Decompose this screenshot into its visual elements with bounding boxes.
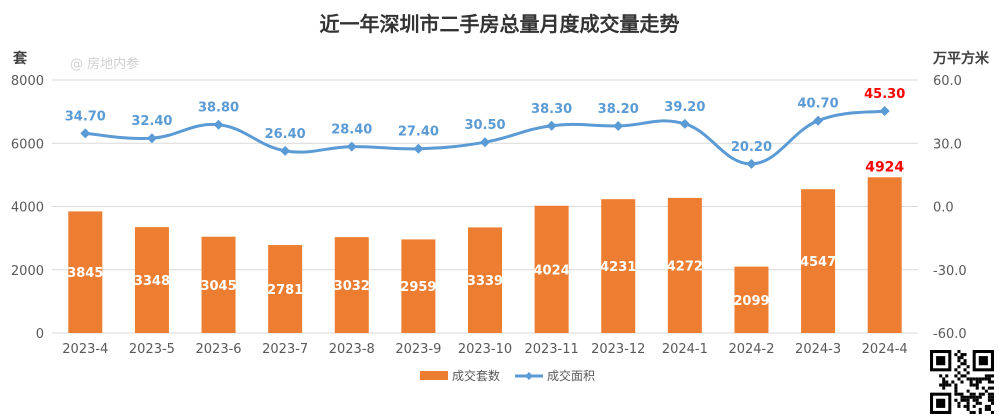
bar-label: 4024 bbox=[534, 263, 570, 278]
bar bbox=[801, 189, 836, 333]
x-axis-tick: 2023-4 bbox=[62, 342, 108, 357]
line-label: 40.70 bbox=[798, 97, 839, 112]
bar-label: 4231 bbox=[600, 260, 636, 275]
bar bbox=[201, 236, 236, 333]
bar-label: 3348 bbox=[134, 274, 170, 289]
left-axis-tick: 4000 bbox=[11, 201, 44, 216]
right-axis-tick: 0.0 bbox=[933, 201, 954, 216]
right-axis-tick: 30.0 bbox=[933, 137, 962, 152]
bar-label: 4924 bbox=[865, 159, 904, 175]
line-point bbox=[613, 120, 624, 131]
bar bbox=[334, 237, 369, 333]
x-axis-tick: 2024-3 bbox=[795, 342, 841, 357]
bar-label: 2099 bbox=[733, 294, 769, 309]
x-axis-tick: 2024-1 bbox=[662, 342, 708, 357]
legend-line-marker bbox=[525, 372, 533, 380]
right-axis-label: 万平方米 bbox=[932, 50, 990, 67]
left-axis-tick: 0 bbox=[36, 327, 44, 342]
x-axis-tick: 2024-4 bbox=[862, 342, 908, 357]
x-axis-tick: 2023-9 bbox=[395, 342, 441, 357]
bar-label: 2781 bbox=[267, 283, 303, 298]
line-label: 39.20 bbox=[664, 100, 705, 115]
bar-label: 4547 bbox=[800, 255, 836, 270]
x-axis-tick: 2023-12 bbox=[591, 342, 645, 357]
line-point bbox=[546, 120, 557, 131]
bar-label: 3845 bbox=[67, 266, 103, 281]
line-label: 32.40 bbox=[131, 114, 172, 129]
bar bbox=[534, 205, 569, 333]
bar bbox=[667, 197, 702, 333]
bar bbox=[268, 245, 303, 333]
bar-label: 3045 bbox=[200, 279, 236, 294]
x-axis-tick: 2023-8 bbox=[329, 342, 375, 357]
chart-title: 近一年深圳市二手房总量月度成交量走势 bbox=[319, 12, 680, 36]
line-label: 30.50 bbox=[464, 118, 505, 133]
qr-code-icon bbox=[930, 350, 994, 414]
bar bbox=[401, 239, 436, 333]
left-axis-tick: 6000 bbox=[11, 137, 44, 152]
left-axis-tick: 8000 bbox=[11, 74, 44, 89]
bar-label: 2959 bbox=[400, 280, 436, 295]
x-axis-tick: 2023-6 bbox=[196, 342, 242, 357]
bar bbox=[867, 177, 902, 333]
line-point bbox=[280, 145, 291, 156]
line-point bbox=[80, 128, 91, 139]
line-label: 20.20 bbox=[731, 140, 772, 155]
bar bbox=[134, 227, 169, 333]
left-axis-tick: 2000 bbox=[11, 264, 44, 279]
line-label: 45.30 bbox=[864, 87, 905, 102]
line-label: 34.70 bbox=[65, 109, 106, 124]
x-axis-tick: 2023-11 bbox=[524, 342, 578, 357]
line-point bbox=[413, 143, 424, 154]
line-point bbox=[813, 115, 824, 126]
line-label: 38.80 bbox=[198, 101, 239, 116]
bar-label: 4272 bbox=[667, 259, 703, 274]
legend-bar-label: 成交套数 bbox=[452, 368, 500, 383]
line-label: 38.20 bbox=[598, 102, 639, 117]
bar bbox=[734, 266, 769, 333]
line-point bbox=[879, 105, 890, 116]
line-label: 38.30 bbox=[531, 102, 572, 117]
line-label: 27.40 bbox=[398, 125, 439, 140]
legend-bar-swatch bbox=[420, 371, 448, 380]
line-label: 28.40 bbox=[331, 123, 372, 138]
x-axis-tick: 2023-7 bbox=[262, 342, 308, 357]
legend-line-label: 成交面积 bbox=[547, 368, 595, 383]
right-axis-tick: -60.0 bbox=[933, 327, 967, 342]
line-point bbox=[746, 158, 757, 169]
bar bbox=[468, 227, 502, 333]
x-axis-tick: 2023-10 bbox=[458, 342, 512, 357]
bar-label: 3032 bbox=[334, 279, 370, 294]
line-point bbox=[679, 118, 690, 129]
bar bbox=[601, 199, 636, 333]
left-axis-label: 套 bbox=[13, 50, 27, 67]
right-axis-tick: -30.0 bbox=[933, 264, 967, 279]
line-point bbox=[346, 141, 357, 152]
x-axis-tick: 2023-5 bbox=[129, 342, 175, 357]
x-axis-tick: 2024-2 bbox=[728, 342, 774, 357]
right-axis-tick: 60.0 bbox=[933, 74, 962, 89]
line-point bbox=[146, 133, 157, 144]
line-point bbox=[213, 119, 224, 130]
bar-label: 3339 bbox=[467, 274, 503, 289]
line-label: 26.40 bbox=[265, 127, 306, 142]
line-point bbox=[480, 137, 490, 148]
watermark: @ 房地内参 bbox=[70, 56, 139, 72]
bar bbox=[68, 211, 103, 333]
